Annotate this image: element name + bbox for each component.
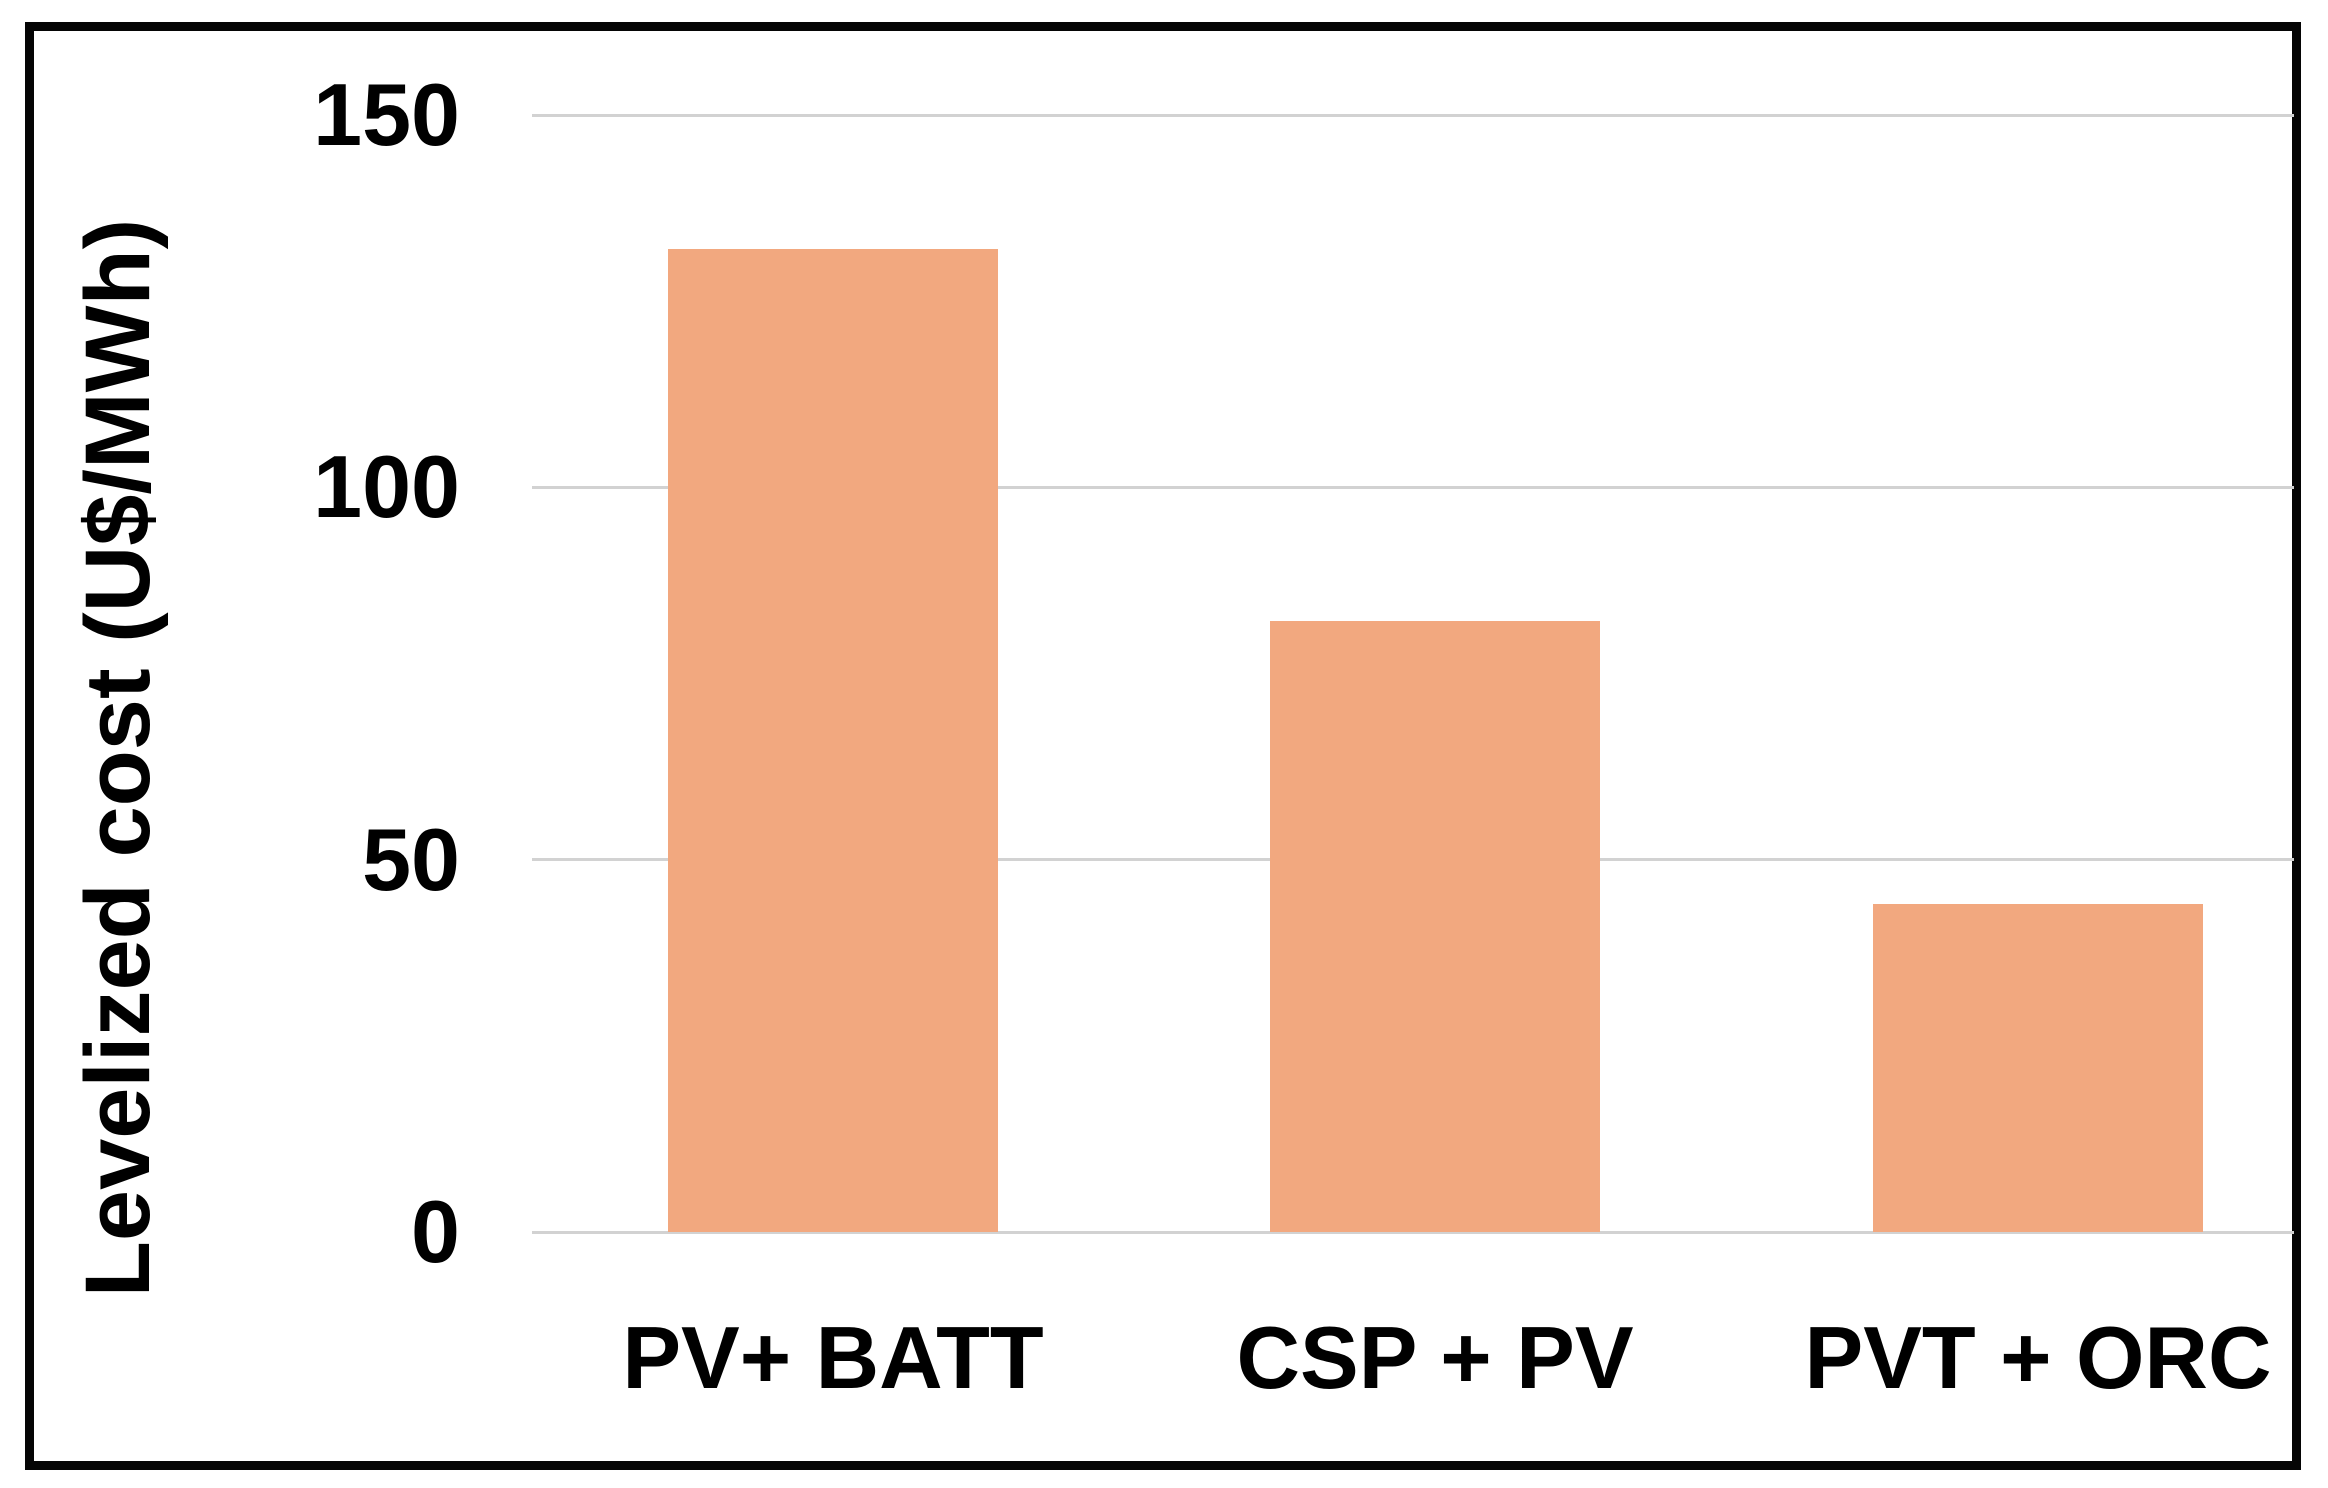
x-category-label-csp-pv: CSP + PV <box>1236 1308 1634 1407</box>
gridline-y-100 <box>532 486 2294 489</box>
bar-pvt-orc <box>1873 904 2203 1232</box>
y-tick-label-150: 150 <box>313 65 460 164</box>
x-category-label-pv-batt: PV+ BATT <box>622 1308 1044 1407</box>
y-tick-label-100: 100 <box>313 437 460 536</box>
y-tick-label-50: 50 <box>362 810 460 909</box>
x-category-label-pvt-orc: PVT + ORC <box>1804 1308 2272 1407</box>
gridline-y-150 <box>532 114 2294 117</box>
bar-pv-batt <box>668 249 998 1232</box>
chart-border-frame <box>25 22 2301 1470</box>
bar-csp-pv <box>1270 621 1600 1232</box>
gridline-y-0 <box>532 1231 2294 1234</box>
plot-area <box>532 114 2294 1234</box>
y-tick-label-0: 0 <box>411 1182 460 1281</box>
